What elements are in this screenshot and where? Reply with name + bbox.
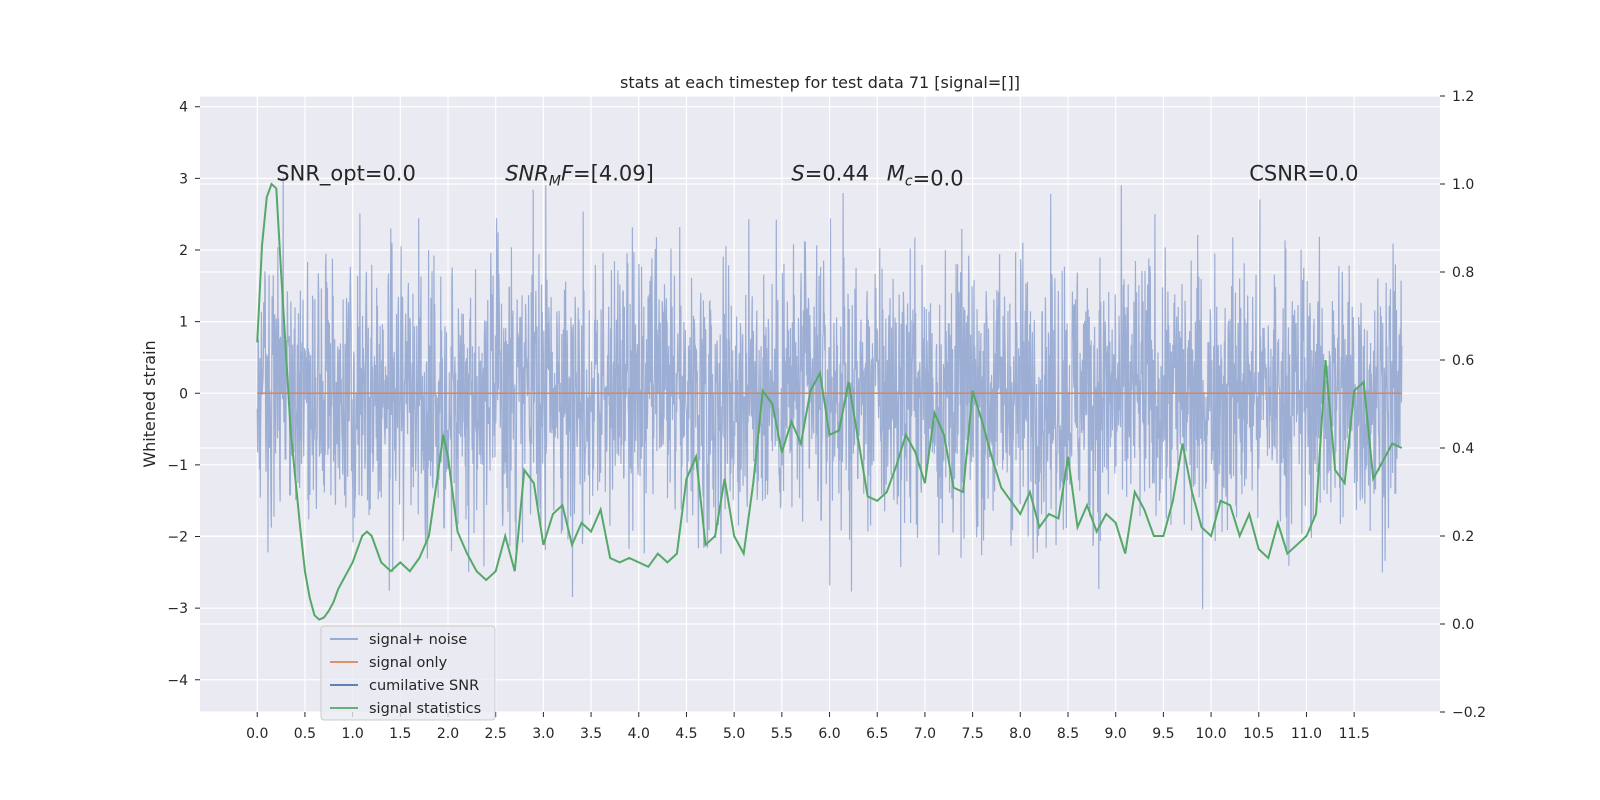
legend-entry-cumilative-snr: cumilative SNR: [369, 678, 479, 694]
annotation-2: S=0.44: [791, 161, 869, 185]
x-tick-label: 3.5: [580, 726, 602, 742]
annotation-0: SNR_opt=0.0: [276, 161, 416, 186]
y-axis-label: Whitened strain: [140, 340, 159, 467]
y2-tick-label: 0.2: [1452, 529, 1474, 545]
legend-entry-signal-statistics: signal statistics: [369, 701, 481, 717]
y-tick-label: 3: [179, 171, 188, 187]
legend: signal+ noise signal only cumilative SNR…: [320, 625, 496, 721]
x-tick-label: 1.5: [389, 726, 411, 742]
x-tick-label: 8.0: [1009, 726, 1031, 742]
y-tick-label: 1: [179, 315, 188, 331]
legend-entry-signal-only: signal only: [369, 655, 448, 671]
x-tick-label: 7.0: [914, 726, 936, 742]
x-tick-label: 5.5: [771, 726, 793, 742]
y-tick-label: −4: [167, 673, 188, 689]
chart-title: stats at each timestep for test data 71 …: [620, 73, 1020, 92]
x-tick-label: 10.5: [1243, 726, 1274, 742]
x-tick-label: 4.0: [628, 726, 650, 742]
x-tick-label: 1.0: [341, 726, 363, 742]
x-tick-label: 9.0: [1105, 726, 1127, 742]
y2-tick-label: 0.0: [1452, 617, 1474, 633]
y2-tick-label: 0.6: [1452, 353, 1474, 369]
x-axis: 0.0 0.5 1.0 1.5 2.0 2.5 3.0 3.5 4.0 4.5 5.0 5.5 6.0 6…: [246, 712, 1370, 742]
x-tick-label: 8.5: [1057, 726, 1079, 742]
line-signal-statistics: [256, 182, 1403, 621]
y-tick-label: 4: [179, 100, 188, 116]
legend-box: [320, 625, 496, 721]
x-tick-label: 4.5: [675, 726, 697, 742]
y-tick-label: −1: [167, 458, 188, 474]
y-tick-label: 0: [179, 386, 188, 402]
y-axis-left: −4 −3 −2 −1 0 1 2 3 4: [167, 100, 200, 689]
x-tick-label: 6.5: [866, 726, 888, 742]
legend-entry-signal-noise: signal+ noise: [369, 632, 467, 648]
y2-tick-label: 0.8: [1452, 265, 1474, 281]
annotation-1: SNRMF=[4.09]: [505, 161, 654, 189]
x-tick-label: 7.5: [961, 726, 983, 742]
y2-tick-label: −0.2: [1452, 705, 1486, 721]
x-tick-label: 3.0: [532, 726, 554, 742]
y2-tick-label: 0.4: [1452, 441, 1474, 457]
x-tick-label: 9.5: [1152, 726, 1174, 742]
x-tick-label: 2.5: [485, 726, 507, 742]
x-tick-label: 2.0: [437, 726, 459, 742]
y-tick-label: −2: [167, 530, 188, 546]
y2-tick-label: 1.2: [1452, 89, 1474, 105]
y-tick-label: 2: [179, 243, 188, 259]
annotations: SNR_opt=0.0 SNRMF=[4.09] S=0.44 Mc=0.0 CSNR=…: [276, 161, 1358, 190]
series-lines: [256, 182, 1403, 621]
x-tick-label: 11.0: [1291, 726, 1322, 742]
annotation-4: CSNR=0.0: [1249, 161, 1358, 185]
y-tick-label: −3: [167, 601, 188, 617]
x-tick-label: 0.5: [294, 726, 316, 742]
x-tick-label: 10.0: [1195, 726, 1226, 742]
y-axis-right: −0.2 0.0 0.2 0.4 0.6 0.8 1.0 1.2: [1440, 89, 1486, 721]
y2-tick-label: 1.0: [1452, 177, 1474, 193]
x-tick-label: 11.5: [1339, 726, 1370, 742]
x-tick-label: 5.0: [723, 726, 745, 742]
annotation-3: Mc=0.0: [887, 161, 964, 190]
x-tick-label: 6.0: [818, 726, 840, 742]
x-tick-label: 0.0: [246, 726, 268, 742]
